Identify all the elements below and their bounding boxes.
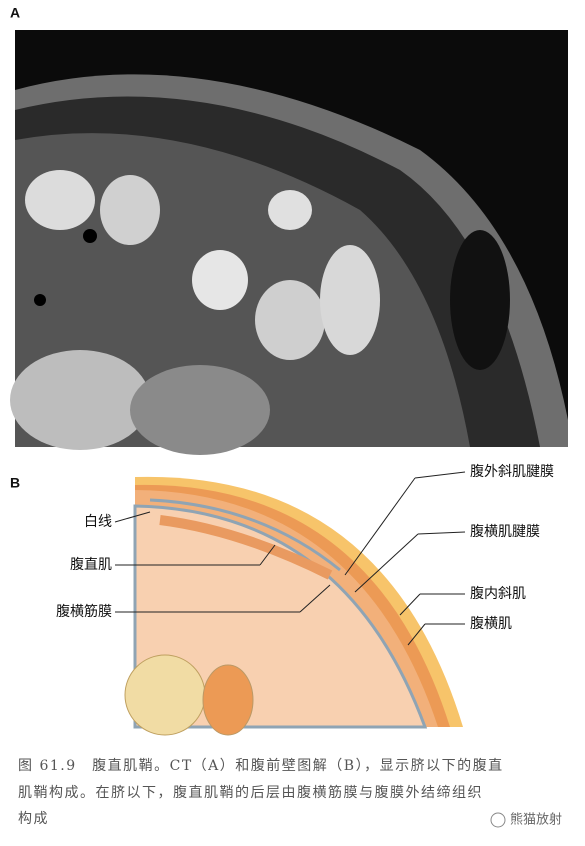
callout: 白线 <box>84 514 112 530</box>
callout: 腹横筋膜 <box>56 603 112 620</box>
callout: 腹横肌腱膜 <box>470 523 540 540</box>
callout: 腹外斜肌腱膜 <box>470 463 554 480</box>
ct-image <box>10 30 568 455</box>
callout: 腹直肌 <box>70 556 112 573</box>
illustration <box>114 471 466 736</box>
panel-label: B <box>10 475 20 491</box>
watermark: 熊猫放射 <box>510 812 562 828</box>
watermark-icon <box>490 812 506 828</box>
caption-line: 构成 <box>18 811 49 827</box>
caption-line: 图 61.9 腹直肌鞘。CT（A）和腹前壁图解（B），显示脐以下的腹直 <box>18 757 504 774</box>
callout: 腹内斜肌 <box>470 585 526 602</box>
callout: 腹横肌 <box>470 615 512 632</box>
caption-line: 肌鞘构成。在脐以下，腹直肌鞘的后层由腹横筋膜与腹膜外结缔组织 <box>18 784 483 801</box>
panel-label: A <box>10 5 20 21</box>
